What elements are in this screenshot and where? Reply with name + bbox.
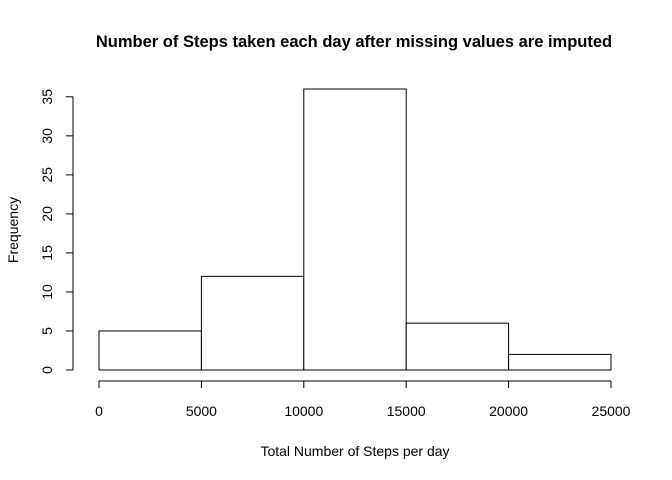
y-tick-label: 30 [39, 128, 55, 144]
histogram-bar-0 [98, 330, 202, 371]
y-tick-label: 15 [39, 245, 55, 261]
chart-title: Number of Steps taken each day after mis… [96, 33, 612, 51]
x-tick-label: 15000 [387, 403, 426, 419]
y-tick-label: 35 [39, 89, 55, 105]
histogram-bar-4 [508, 353, 612, 371]
y-axis: 0 5 10 15 20 25 30 35 [39, 89, 74, 374]
x-axis-label: Total Number of Steps per day [260, 443, 449, 459]
histogram-bars [98, 88, 612, 371]
x-tick-label: 5000 [186, 403, 217, 419]
x-tick-label: 0 [95, 403, 103, 419]
x-tick-label: 10000 [284, 403, 323, 419]
x-tick-label: 20000 [489, 403, 528, 419]
histogram-bar-3 [405, 322, 510, 371]
x-axis: 0 5000 10000 15000 20000 25000 [95, 380, 631, 419]
histogram-bar-2 [303, 88, 407, 371]
y-tick-label: 20 [39, 206, 55, 222]
x-tick-label: 25000 [592, 403, 631, 419]
y-tick-label: 0 [39, 366, 55, 374]
y-tick-label: 10 [39, 284, 55, 300]
y-tick-label: 5 [39, 327, 55, 335]
histogram-bar-1 [200, 275, 305, 371]
y-axis-label: Frequency [5, 197, 21, 263]
y-tick-label: 25 [39, 167, 55, 183]
